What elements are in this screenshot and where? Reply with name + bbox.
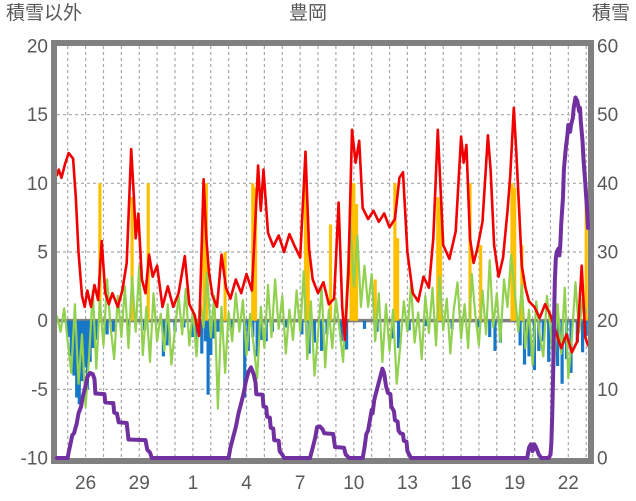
right-axis-tick-label: 20 (597, 311, 618, 332)
left-axis-tick-label: 5 (37, 243, 48, 264)
x-axis-tick-label: 4 (241, 473, 252, 494)
x-axis-tick-label: 29 (129, 473, 150, 494)
right-axis-title: 積雪 (591, 3, 630, 24)
right-axis-tick-label: 40 (597, 174, 618, 195)
red-line-series (57, 106, 588, 354)
x-axis-tick-label: 13 (397, 473, 418, 494)
right-axis-tick-label: 60 (597, 37, 618, 58)
left-axis-tick-label: 15 (27, 105, 48, 126)
green-line-series (57, 216, 588, 410)
x-axis-tick-label: 7 (295, 473, 306, 494)
plot-frame (51, 40, 594, 464)
left-axis-tick-label: 20 (27, 37, 48, 58)
right-axis-tick-label: 0 (597, 449, 608, 470)
purple-snow-line-series (55, 95, 590, 460)
left-axis-tick-label: -10 (21, 449, 48, 470)
right-axis-tick-label: 50 (597, 105, 618, 126)
left-axis-tick-label: 0 (37, 311, 48, 332)
x-axis-tick-label: 16 (451, 473, 472, 494)
gridlines (57, 46, 588, 458)
x-axis-tick-label: 26 (75, 473, 96, 494)
left-axis-tick-label: 10 (27, 174, 48, 195)
right-axis-tick-label: 30 (597, 243, 618, 264)
snow-series-layer (55, 95, 590, 460)
x-axis-tick-label: 1 (188, 473, 199, 494)
left-axis-tick-label: -5 (31, 380, 48, 401)
x-axis-tick-label: 22 (558, 473, 579, 494)
series-layer (57, 106, 588, 410)
chart-title: 豊岡 (288, 3, 327, 24)
left-axis-title: 積雪以外 (6, 3, 83, 24)
x-axis-tick-label: 19 (504, 473, 525, 494)
x-axis-tick-label: 10 (343, 473, 364, 494)
right-axis-tick-label: 10 (597, 380, 618, 401)
